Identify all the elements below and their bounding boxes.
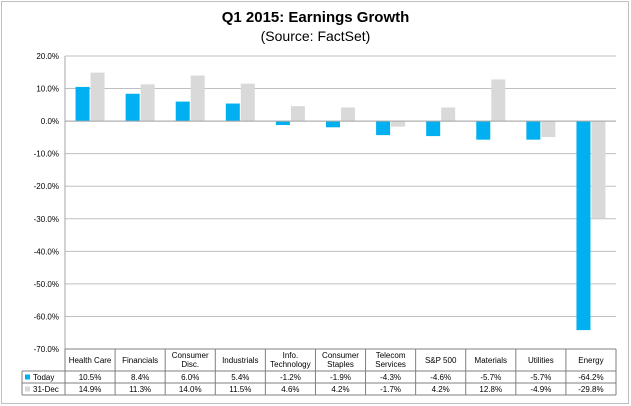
bar-31-dec	[491, 79, 506, 122]
bar-31-dec	[90, 72, 105, 122]
bar-31-dec	[190, 75, 205, 122]
bar-31-dec	[341, 107, 355, 122]
y-tick-label: -30.0%	[34, 215, 59, 224]
bar-today	[426, 121, 441, 137]
y-tick-label: -50.0%	[34, 280, 59, 289]
category-label: Staples	[327, 360, 354, 369]
data-value-label: 14.9%	[79, 385, 102, 394]
data-value-label: -29.8%	[578, 385, 603, 394]
bar-31-dec	[240, 83, 255, 122]
category-label: Materials	[475, 356, 507, 365]
data-value-label: -1.9%	[330, 373, 351, 382]
y-tick-label: 20.0%	[36, 52, 59, 61]
data-value-label: -1.7%	[380, 385, 401, 394]
data-value-label: 8.4%	[131, 373, 149, 382]
bar-31-dec	[441, 107, 456, 122]
category-label: Services	[375, 360, 406, 369]
data-value-label: 5.4%	[231, 373, 249, 382]
y-tick-label: 0.0%	[41, 117, 59, 126]
data-value-label: 10.5%	[79, 373, 102, 382]
bar-31-dec	[391, 121, 406, 127]
data-value-label: -1.2%	[280, 373, 301, 382]
legend-label: 31-Dec	[33, 385, 59, 394]
chart-title-block: Q1 2015: Earnings Growth (Source: FactSe…	[0, 8, 631, 45]
y-tick-label: -70.0%	[34, 345, 59, 354]
bar-today	[526, 121, 541, 140]
data-value-label: -4.6%	[430, 373, 451, 382]
category-label: S&P 500	[425, 356, 457, 365]
category-label: Disc.	[181, 360, 199, 369]
data-value-label: 11.3%	[129, 385, 151, 394]
y-tick-label: -10.0%	[34, 150, 59, 159]
bar-today	[275, 121, 290, 126]
category-label: Info.	[283, 351, 299, 360]
bar-today	[376, 121, 391, 136]
data-value-label: 12.8%	[479, 385, 502, 394]
data-value-label: 4.2%	[331, 385, 349, 394]
bar-31-dec	[591, 121, 606, 219]
data-value-label: -4.3%	[380, 373, 401, 382]
chart-subtitle: (Source: FactSet)	[260, 28, 371, 44]
legend-swatch	[25, 386, 30, 392]
category-label: Consumer	[322, 351, 359, 360]
y-tick-label: -60.0%	[34, 312, 59, 321]
data-value-label: -64.2%	[578, 373, 603, 382]
data-value-label: 11.5%	[229, 385, 251, 394]
data-value-label: 6.0%	[181, 373, 199, 382]
category-label: Health Care	[69, 356, 112, 365]
legend-swatch	[25, 374, 30, 380]
category-label: Financials	[122, 356, 158, 365]
data-value-label: -5.7%	[530, 373, 551, 382]
y-tick-label: -20.0%	[34, 182, 59, 191]
category-label: Technology	[270, 360, 310, 369]
y-tick-label: -40.0%	[34, 247, 59, 256]
bar-today	[125, 93, 140, 122]
bar-today	[75, 86, 90, 122]
data-value-label: -5.7%	[480, 373, 501, 382]
bar-31-dec	[290, 106, 305, 122]
category-label: Industrials	[222, 356, 258, 365]
bar-today	[225, 103, 240, 122]
bar-today	[576, 121, 591, 331]
bar-today	[175, 101, 190, 122]
data-value-label: -4.9%	[530, 385, 551, 394]
bar-today	[476, 121, 491, 140]
category-label: Utilities	[528, 356, 554, 365]
data-value-label: 14.0%	[179, 385, 202, 394]
data-value-label: 4.6%	[281, 385, 299, 394]
bar-today	[326, 121, 340, 128]
category-label: Telecom	[376, 351, 406, 360]
bar-31-dec	[140, 84, 155, 122]
chart-title: Q1 2015: Earnings Growth	[221, 9, 410, 26]
category-label: Consumer	[172, 351, 209, 360]
category-label: Energy	[578, 356, 603, 365]
data-value-label: 4.2%	[432, 385, 450, 394]
legend-label: Today	[33, 373, 54, 382]
y-tick-label: 10.0%	[36, 85, 59, 94]
bar-31-dec	[541, 121, 556, 138]
